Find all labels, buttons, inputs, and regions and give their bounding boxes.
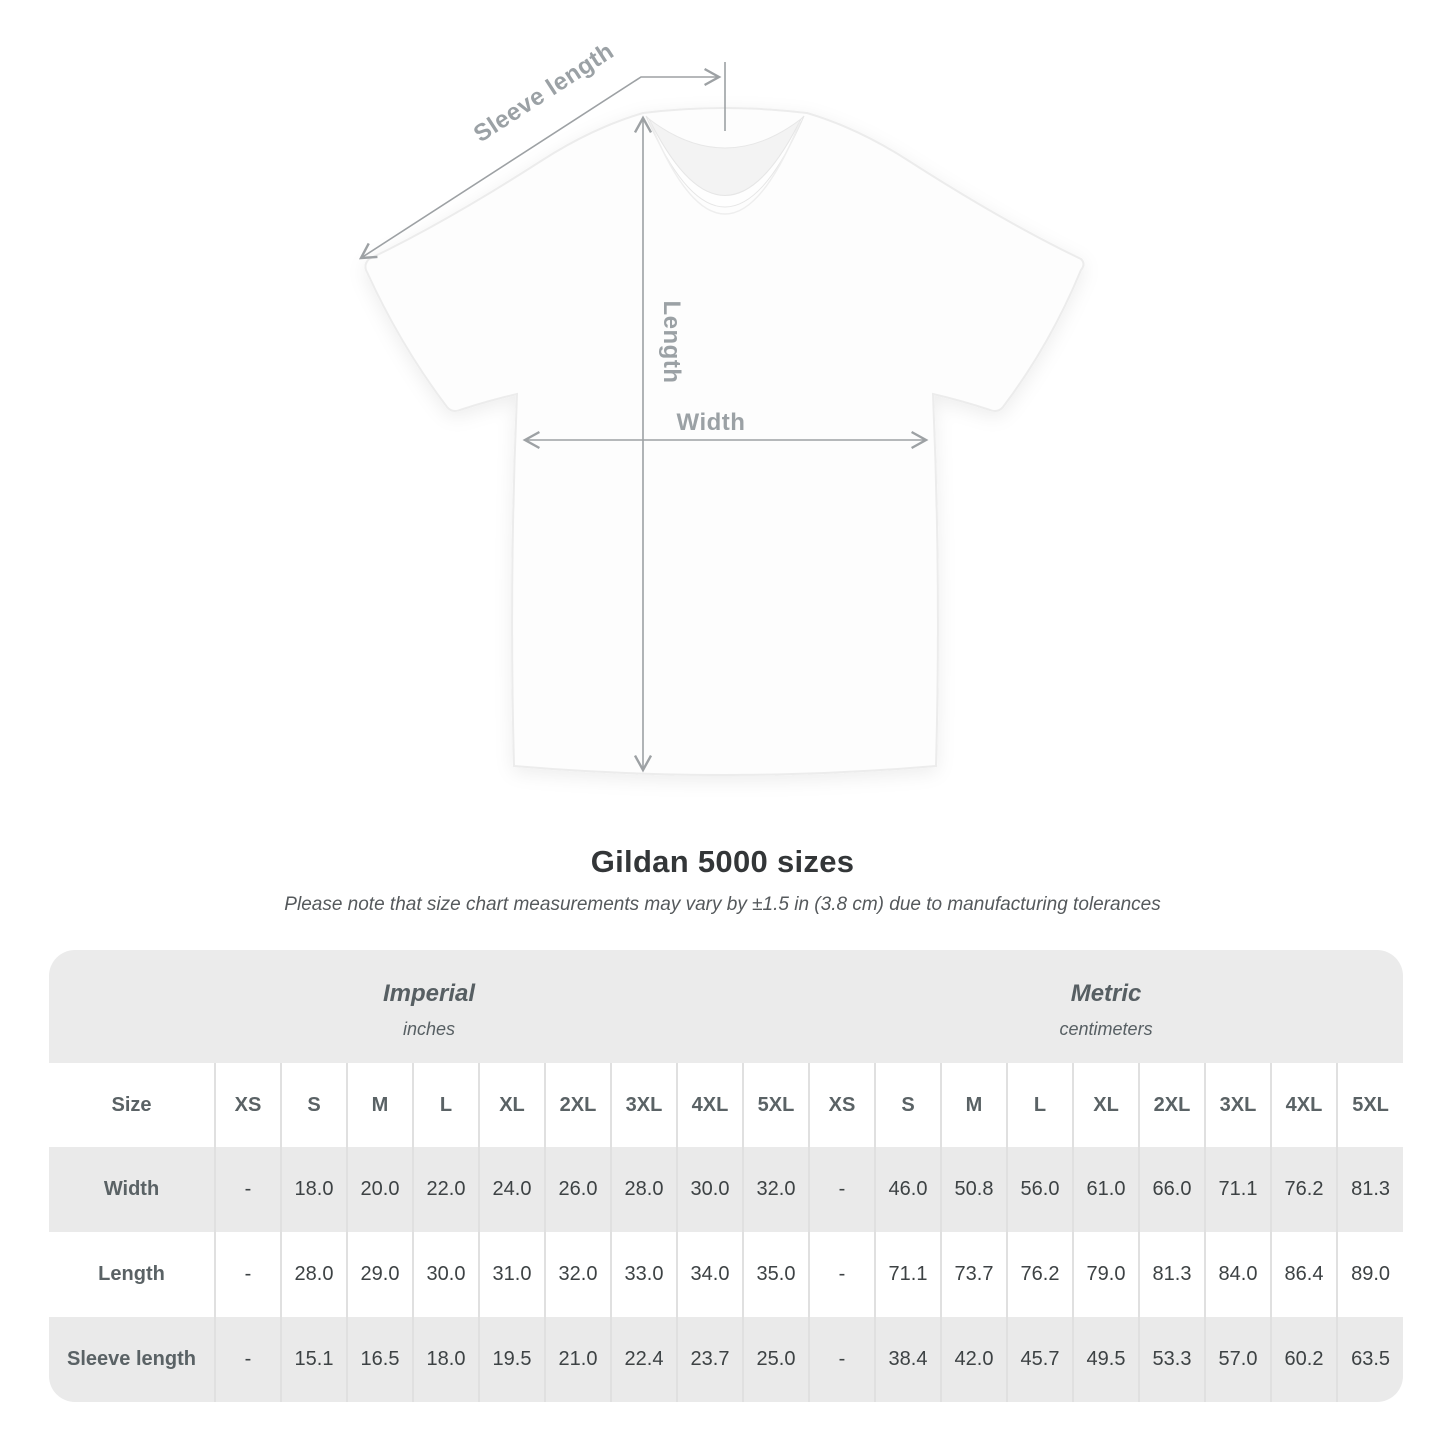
size-col-header-metric-s: S bbox=[874, 1063, 942, 1147]
cell-metric-l: 45.7 bbox=[1006, 1317, 1074, 1402]
cell-imperial-s: 28.0 bbox=[280, 1232, 347, 1317]
row-label: Sleeve length bbox=[49, 1317, 215, 1402]
page-title: Gildan 5000 sizes bbox=[590, 844, 855, 879]
cell-imperial-l: 22.0 bbox=[412, 1147, 479, 1232]
cell-metric-xl: 79.0 bbox=[1072, 1232, 1140, 1317]
cell-metric-2xl: 53.3 bbox=[1138, 1317, 1206, 1402]
size-col-header-imperial-s: S bbox=[280, 1063, 347, 1147]
cell-imperial-2xl: 21.0 bbox=[544, 1317, 611, 1402]
cell-metric-3xl: 71.1 bbox=[1204, 1147, 1272, 1232]
cell-imperial-xl: 24.0 bbox=[478, 1147, 545, 1232]
cell-metric-xl: 61.0 bbox=[1072, 1147, 1140, 1232]
sleeve-length-dimension-line bbox=[358, 67, 722, 260]
cell-imperial-xs: - bbox=[214, 1147, 281, 1232]
cell-imperial-5xl: 32.0 bbox=[741, 1147, 810, 1232]
cell-imperial-xl: 19.5 bbox=[478, 1317, 545, 1402]
cell-metric-s: 38.4 bbox=[874, 1317, 942, 1402]
cell-imperial-2xl: 32.0 bbox=[544, 1232, 611, 1317]
size-col-header-metric-xl: XL bbox=[1072, 1063, 1140, 1147]
cell-metric-4xl: 76.2 bbox=[1270, 1147, 1338, 1232]
cell-imperial-3xl: 28.0 bbox=[610, 1147, 677, 1232]
size-col-header-metric-5xl: 5XL bbox=[1336, 1063, 1403, 1147]
cell-metric-2xl: 81.3 bbox=[1138, 1232, 1206, 1317]
metric-section-header: Metric centimeters bbox=[809, 950, 1403, 1063]
cell-imperial-4xl: 34.0 bbox=[676, 1232, 743, 1317]
size-col-header-imperial-l: L bbox=[412, 1063, 479, 1147]
width-label: Width bbox=[677, 409, 746, 436]
size-header-row: Size XS S M L XL 2XL 3XL 4XL 5XL XS S M L XL 2XL 3XL 4XL 5… bbox=[49, 1063, 1403, 1147]
cell-metric-xl: 49.5 bbox=[1072, 1317, 1140, 1402]
tolerance-note: Please note that size chart measurements… bbox=[284, 894, 1161, 915]
metric-label: Metric bbox=[1070, 979, 1142, 1007]
size-table: Imperial inches Metric centimeters Size X… bbox=[49, 950, 1403, 1402]
size-col-header-metric-l: L bbox=[1006, 1063, 1074, 1147]
cell-imperial-s: 15.1 bbox=[280, 1317, 347, 1402]
cell-imperial-4xl: 30.0 bbox=[676, 1147, 743, 1232]
cell-metric-l: 56.0 bbox=[1006, 1147, 1074, 1232]
size-col-header-metric-xs: XS bbox=[808, 1063, 876, 1147]
cell-metric-5xl: 81.3 bbox=[1336, 1147, 1403, 1232]
cell-imperial-2xl: 26.0 bbox=[544, 1147, 611, 1232]
size-col-header-imperial-m: M bbox=[346, 1063, 413, 1147]
cell-metric-4xl: 86.4 bbox=[1270, 1232, 1338, 1317]
cell-imperial-5xl: 25.0 bbox=[741, 1317, 810, 1402]
imperial-section-header: Imperial inches bbox=[49, 950, 810, 1063]
size-col-header-metric-4xl: 4XL bbox=[1270, 1063, 1338, 1147]
tshirt-image bbox=[364, 107, 1085, 776]
cell-metric-4xl: 60.2 bbox=[1270, 1317, 1338, 1402]
cell-imperial-m: 29.0 bbox=[346, 1232, 413, 1317]
size-col-header-metric-2xl: 2XL bbox=[1138, 1063, 1206, 1147]
cell-metric-s: 71.1 bbox=[874, 1232, 942, 1317]
metric-unit: centimeters bbox=[1059, 1018, 1153, 1039]
cell-imperial-3xl: 33.0 bbox=[610, 1232, 677, 1317]
size-col-header-imperial-5xl: 5XL bbox=[741, 1063, 810, 1147]
size-col-header-imperial-3xl: 3XL bbox=[610, 1063, 677, 1147]
size-col-header-imperial-xl: XL bbox=[478, 1063, 545, 1147]
cell-imperial-xs: - bbox=[214, 1317, 281, 1402]
cell-imperial-m: 16.5 bbox=[346, 1317, 413, 1402]
table-row-sleeve-length: Sleeve length -15.1 16.5 18.0 19.5 21.0 22.4 23… bbox=[49, 1317, 1403, 1402]
cell-imperial-l: 30.0 bbox=[412, 1232, 479, 1317]
cell-imperial-4xl: 23.7 bbox=[676, 1317, 743, 1402]
cell-imperial-xl: 31.0 bbox=[478, 1232, 545, 1317]
size-col-header-imperial-xs: XS bbox=[214, 1063, 281, 1147]
cell-metric-l: 76.2 bbox=[1006, 1232, 1074, 1317]
cell-metric-5xl: 89.0 bbox=[1336, 1232, 1403, 1317]
cell-metric-xs: - bbox=[808, 1147, 876, 1232]
cell-metric-2xl: 66.0 bbox=[1138, 1147, 1206, 1232]
cell-metric-m: 50.8 bbox=[940, 1147, 1008, 1232]
table-row-length: Length -28.0 29.0 30.0 31.0 32.0 33.0 34.0 35.0-… bbox=[49, 1232, 1403, 1317]
cell-imperial-3xl: 22.4 bbox=[610, 1317, 677, 1402]
cell-imperial-l: 18.0 bbox=[412, 1317, 479, 1402]
imperial-label: Imperial bbox=[382, 979, 476, 1007]
size-col-header-metric-3xl: 3XL bbox=[1204, 1063, 1272, 1147]
cell-metric-s: 46.0 bbox=[874, 1147, 942, 1232]
cell-metric-m: 73.7 bbox=[940, 1232, 1008, 1317]
cell-metric-m: 42.0 bbox=[940, 1317, 1008, 1402]
imperial-unit: inches bbox=[402, 1018, 456, 1039]
length-label: Length bbox=[658, 301, 685, 384]
size-col-header-imperial-4xl: 4XL bbox=[676, 1063, 743, 1147]
cell-metric-5xl: 63.5 bbox=[1336, 1317, 1403, 1402]
unit-header-row: Imperial inches Metric centimeters bbox=[49, 950, 1403, 1063]
cell-metric-3xl: 84.0 bbox=[1204, 1232, 1272, 1317]
size-col-header-imperial-2xl: 2XL bbox=[544, 1063, 611, 1147]
size-column-header: Size bbox=[49, 1063, 215, 1147]
cell-metric-xs: - bbox=[808, 1317, 876, 1402]
cell-imperial-m: 20.0 bbox=[346, 1147, 413, 1232]
cell-imperial-xs: - bbox=[214, 1232, 281, 1317]
row-label: Length bbox=[49, 1232, 215, 1317]
row-label: Width bbox=[49, 1147, 215, 1232]
table-row-width: Width -18.0 20.0 22.0 24.0 26.0 28.0 30.0 32.0-4… bbox=[49, 1147, 1403, 1232]
size-col-header-metric-m: M bbox=[940, 1063, 1008, 1147]
cell-imperial-s: 18.0 bbox=[280, 1147, 347, 1232]
cell-imperial-5xl: 35.0 bbox=[741, 1232, 810, 1317]
cell-metric-3xl: 57.0 bbox=[1204, 1317, 1272, 1402]
cell-metric-xs: - bbox=[808, 1232, 876, 1317]
tshirt-diagram: Sleeve length Length Width bbox=[358, 37, 1085, 776]
